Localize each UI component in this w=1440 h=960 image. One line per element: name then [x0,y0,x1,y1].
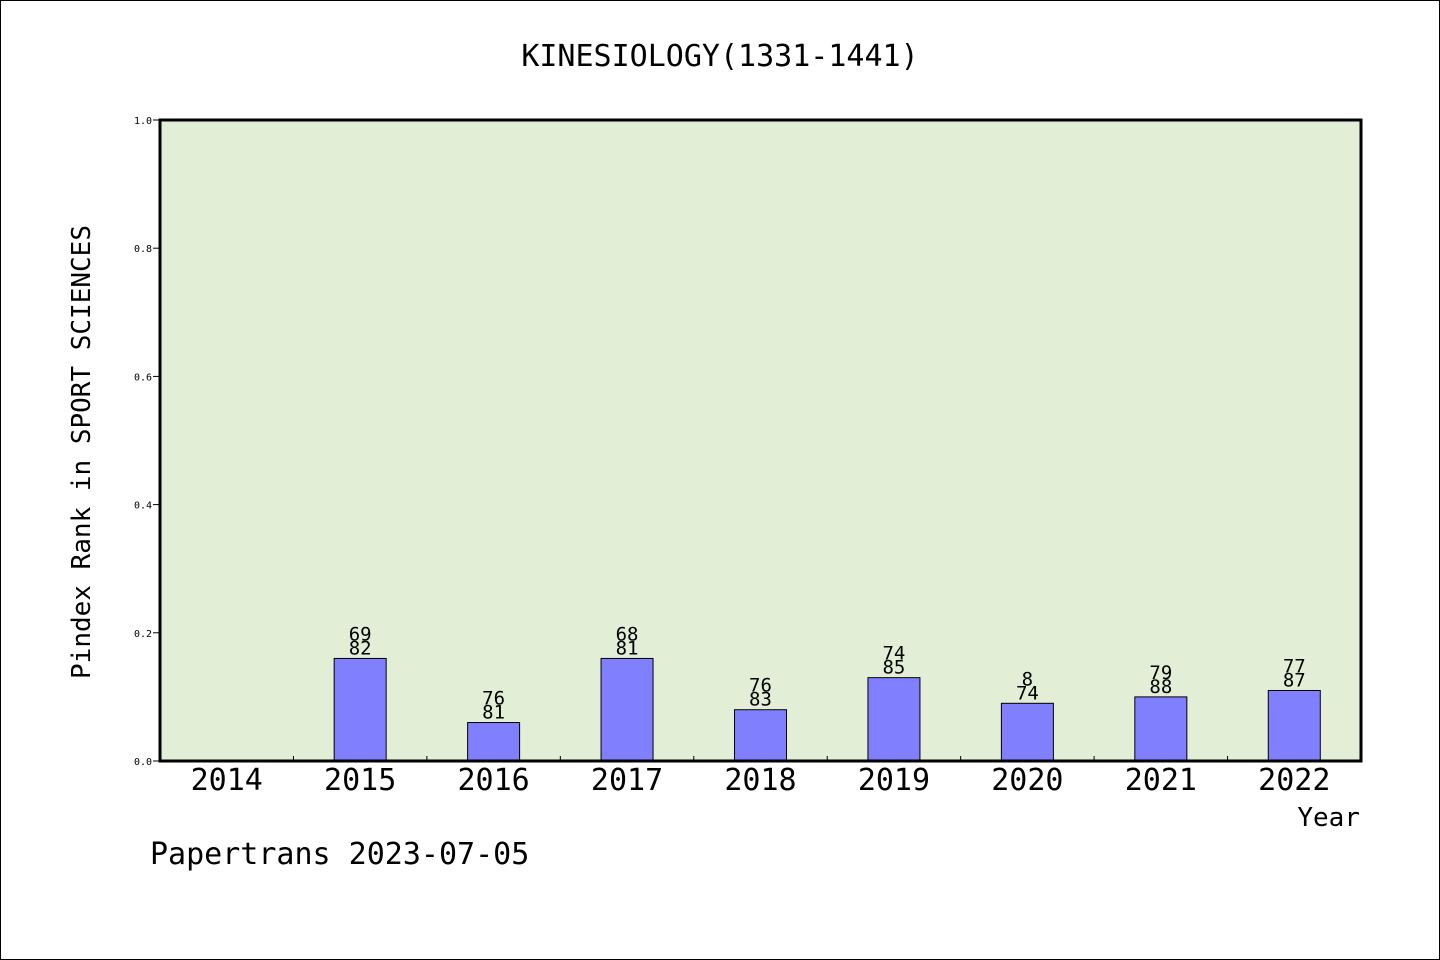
x-tick-label: 2019 [858,763,930,798]
bar-2020 [1000,702,1054,762]
bar-label-bottom: 81 [616,637,639,659]
bar-2022 [1267,689,1321,762]
x-axis-label: Year [1297,803,1360,833]
bar-label-top: 8 [1022,668,1033,690]
plot-area [160,120,1361,761]
chart-title: KINESIOLOGY(1331-1441) [521,39,918,74]
bar-label-top: 76 [749,675,772,697]
y-tick-label: 1.0 [134,116,152,127]
bar-label-bottom: 74 [1016,682,1039,704]
x-tick-label: 2015 [324,763,396,798]
bar-label-top: 76 [482,688,505,710]
plot-border [158,118,1363,763]
bar-label-top: 77 [1283,655,1306,677]
y-tick-label: 0.4 [134,501,152,512]
x-axis: 2014 2015 2016 2017 2018 2019 2020 2021 2022 [191,756,1330,798]
bar-label-bottom: 82 [349,637,372,659]
bar-label-top: 68 [616,623,639,645]
bar-label-bottom: 85 [882,657,905,679]
x-tick-label: 2021 [1125,763,1197,798]
x-tick-label: 2014 [191,763,263,798]
y-axis: 0.0 0.2 0.4 0.6 0.8 1.0 [134,116,160,768]
y-tick-label: 0.0 [134,757,152,768]
x-tick-label: 2020 [991,763,1063,798]
bars [333,657,1321,762]
bar-2018 [734,709,787,762]
y-axis-label: Pindex Rank in SPORT SCIENCES [67,225,97,679]
x-tick-label: 2018 [724,763,796,798]
y-tick-label: 0.2 [134,629,152,640]
x-tick-label: 2022 [1258,763,1330,798]
bar-label-bottom: 83 [749,689,772,711]
bar-2021 [1134,696,1188,762]
bar-label-top: 79 [1149,662,1172,684]
bar-label-bottom: 88 [1149,676,1172,698]
y-tick-label: 0.8 [134,244,152,255]
bar-2017 [600,657,654,762]
bar-label-bottom: 81 [482,702,505,724]
bar-label-top: 74 [882,643,905,665]
x-tick-label: 2017 [591,763,663,798]
bar-2016 [467,722,521,762]
y-tick-label: 0.6 [134,372,152,383]
bar-2015 [333,657,387,762]
bar-label-bottom: 87 [1283,669,1306,691]
bar-label-top: 69 [349,623,372,645]
footer-credit: Papertrans 2023-07-05 [150,837,529,872]
x-tick-label: 2016 [457,763,529,798]
bar-2019 [867,677,921,762]
